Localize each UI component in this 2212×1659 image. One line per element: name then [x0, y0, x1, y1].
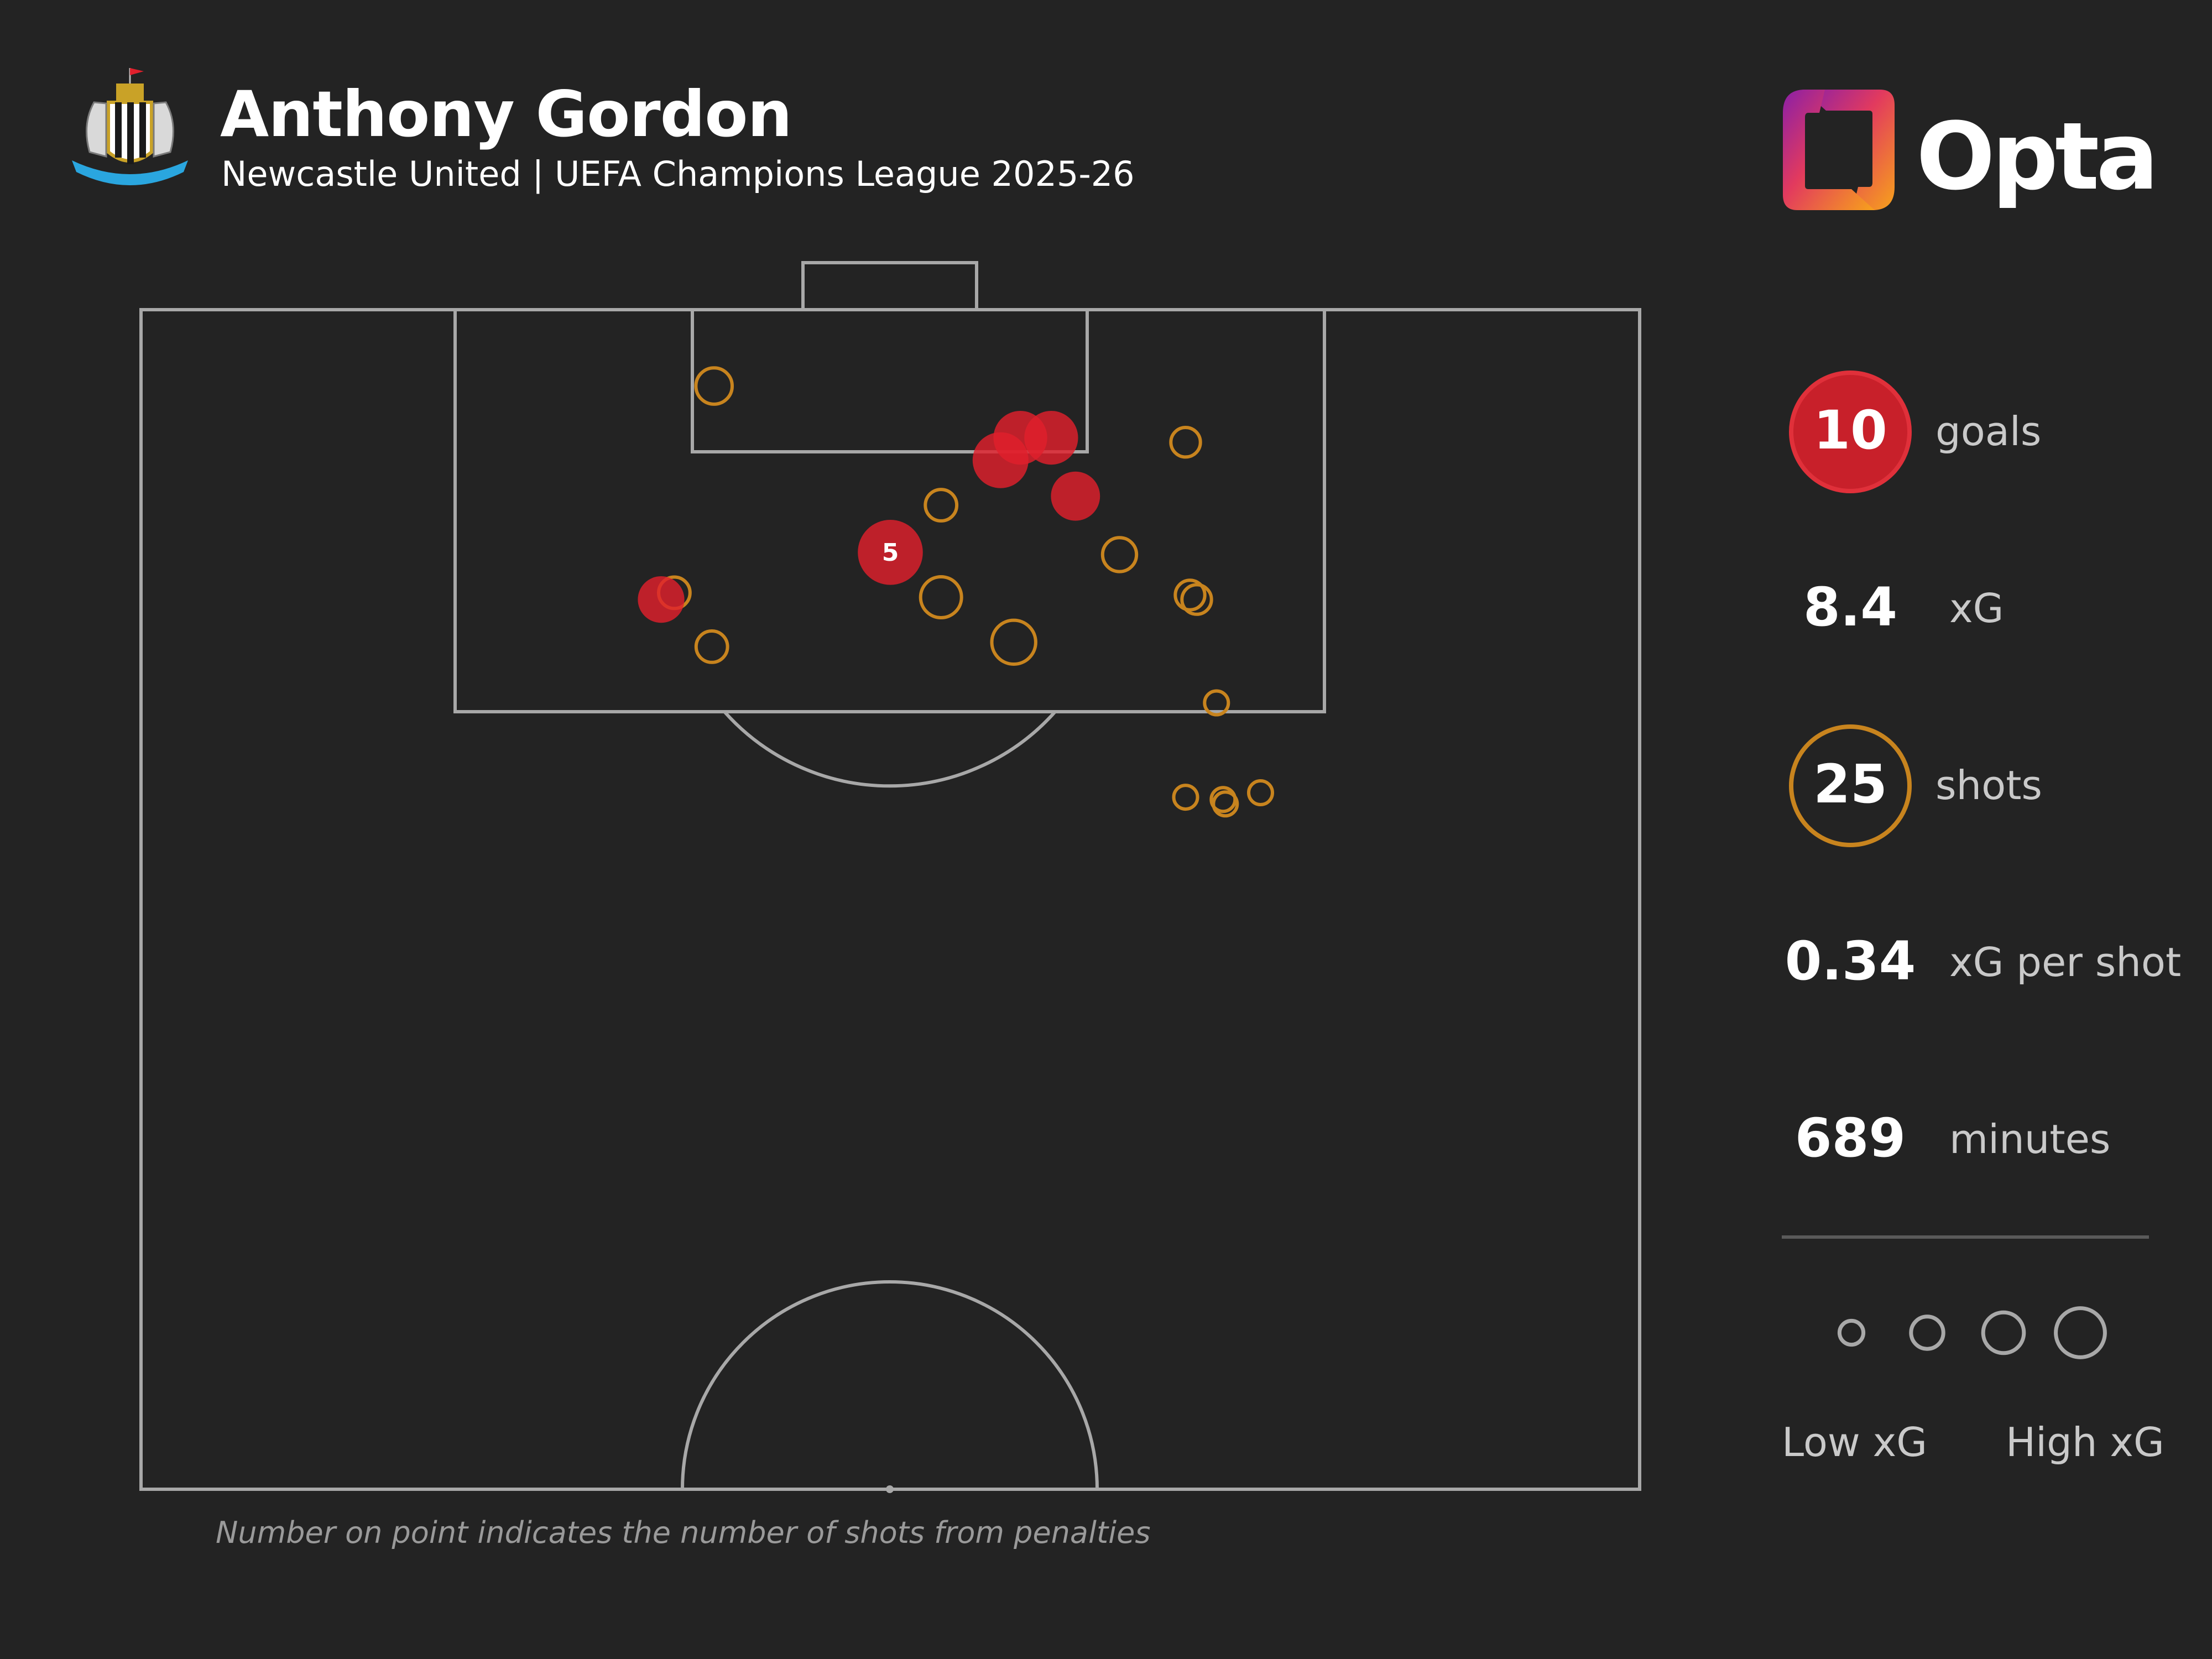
shot-point [694, 629, 729, 664]
stat-value-xG-per-shot: 0.34 [1785, 930, 1916, 992]
shot-point [1203, 689, 1230, 717]
stat-value-goals: 10 [1813, 399, 1887, 461]
stat-label-minutes: minutes [1949, 1116, 2111, 1162]
shot-point [1247, 779, 1274, 806]
pitch-lines [139, 261, 1641, 1491]
shot-map-pitch: 5 [139, 261, 1641, 1493]
stat-label-goals: goals [1936, 408, 2042, 455]
legend-low-xg-label: Low xG [1782, 1419, 1928, 1465]
shot-point [1169, 426, 1202, 459]
legend-circle [1909, 1314, 1945, 1351]
stat-value-minutes: 689 [1794, 1107, 1906, 1169]
goals-badge [1789, 371, 1912, 493]
shot-point [919, 575, 963, 619]
shot-point [1180, 583, 1213, 616]
penalty-area [453, 308, 1326, 713]
legend-circle [2054, 1306, 2107, 1359]
centre-circle-arc [681, 1280, 1099, 1490]
stat-value-xG: 8.4 [1803, 576, 1898, 638]
shot-point [1172, 784, 1199, 811]
legend-circle [1837, 1318, 1866, 1347]
newcastle-crest-logo [72, 68, 188, 185]
player-name-title: Anthony Gordon [220, 77, 792, 151]
opta-logo-icon [1783, 90, 1895, 210]
shot-point [1173, 578, 1207, 612]
shot-point [924, 488, 959, 523]
penalty-arc [723, 711, 1057, 788]
centre-spot [886, 1485, 894, 1493]
stat-value-shots: 25 [1813, 753, 1887, 815]
shot-goal-point [858, 520, 923, 585]
shot-goal-point [638, 576, 685, 623]
shot-point [694, 366, 734, 406]
shot-point [1100, 536, 1139, 573]
stat-label-xG: xG [1949, 585, 2004, 632]
shot-goal-point [1051, 471, 1100, 521]
pitch-outline [139, 308, 1641, 1491]
shot-markers: 5 [638, 366, 1274, 818]
shots-badge [1789, 724, 1912, 847]
team-competition-subtitle: Newcastle United | UEFA Champions League… [221, 154, 1135, 194]
opta-brand-wordmark: Opta [1916, 102, 2159, 211]
shot-goal-point [972, 432, 1029, 488]
stat-label-xG-per-shot: xG per shot [1949, 939, 2182, 985]
legend-high-xg-label: High xG [2006, 1419, 2164, 1465]
stats-divider [1782, 1235, 2149, 1239]
shot-point [1212, 790, 1239, 818]
stat-label-shots: shots [1936, 762, 2042, 808]
stats-panel: 10 goals 8.4 xG 25 shots 0.34 xG per shot 689 min… [1759, 359, 2212, 1521]
legend-circle [1981, 1310, 2026, 1355]
goal-frame [801, 261, 978, 311]
shot-point [990, 618, 1037, 666]
penalty-count-label: 5 [882, 539, 899, 567]
xg-size-legend [1837, 1306, 2107, 1359]
penalty-footnote: Number on point indicates the number of … [216, 1515, 1151, 1550]
